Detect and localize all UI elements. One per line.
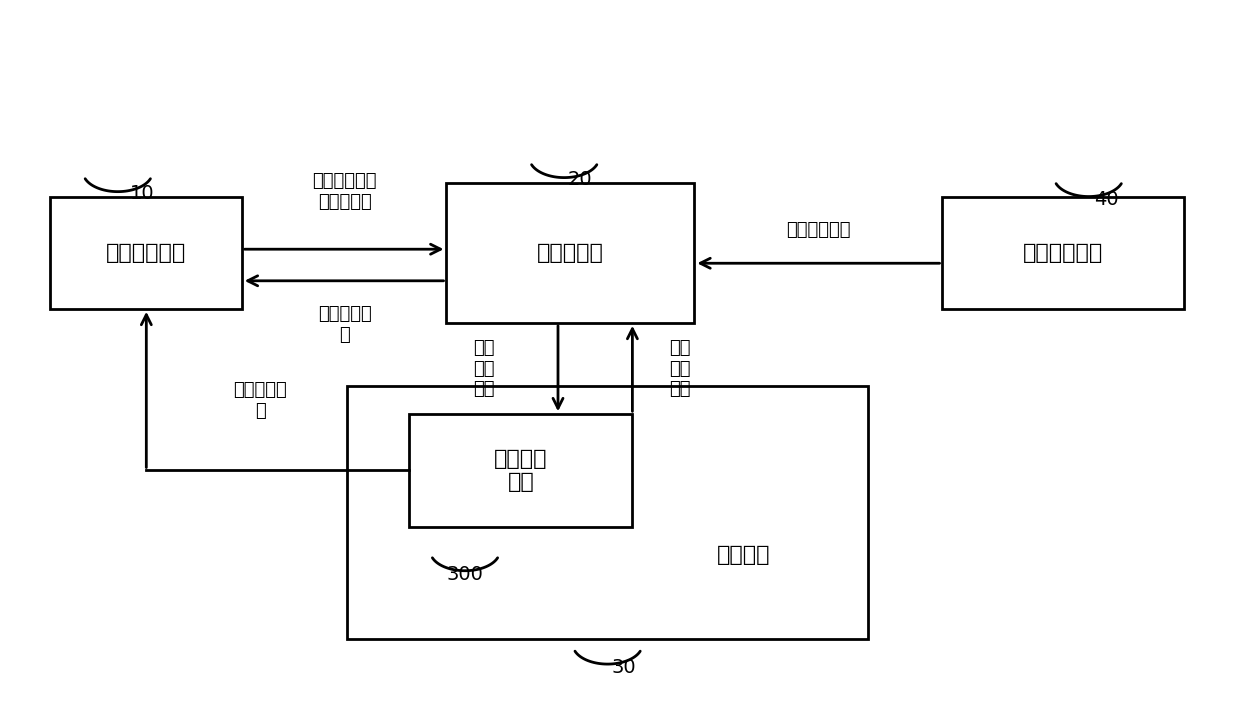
Text: 目标充电
设备: 目标充电 设备 [494, 449, 548, 492]
Text: 发送
控制
指令: 发送 控制 指令 [472, 339, 495, 398]
Text: 300: 300 [446, 565, 484, 584]
Text: 发送
功率
参数: 发送 功率 参数 [668, 339, 691, 398]
Text: 10: 10 [130, 184, 155, 203]
Text: 执行控制指
令: 执行控制指 令 [233, 380, 288, 420]
Text: 充电设备: 充电设备 [717, 545, 771, 564]
Text: 40: 40 [1094, 190, 1118, 208]
Text: 后台服务器: 后台服务器 [537, 243, 604, 263]
Text: 20: 20 [568, 170, 593, 189]
Bar [409, 414, 632, 526]
Bar [347, 386, 868, 639]
Text: 目标电动车辆: 目标电动车辆 [105, 243, 186, 263]
Text: 发送第一电量
及车牌信息: 发送第一电量 及车牌信息 [312, 172, 377, 211]
Text: 发送第二电量: 发送第二电量 [786, 220, 851, 239]
Bar [50, 197, 242, 309]
Text: 发送控制信
息: 发送控制信 息 [317, 305, 372, 344]
Text: 30: 30 [611, 658, 636, 677]
Text: 其他电动车辆: 其他电动车辆 [1023, 243, 1104, 263]
Bar [942, 197, 1184, 309]
Bar [446, 183, 694, 323]
